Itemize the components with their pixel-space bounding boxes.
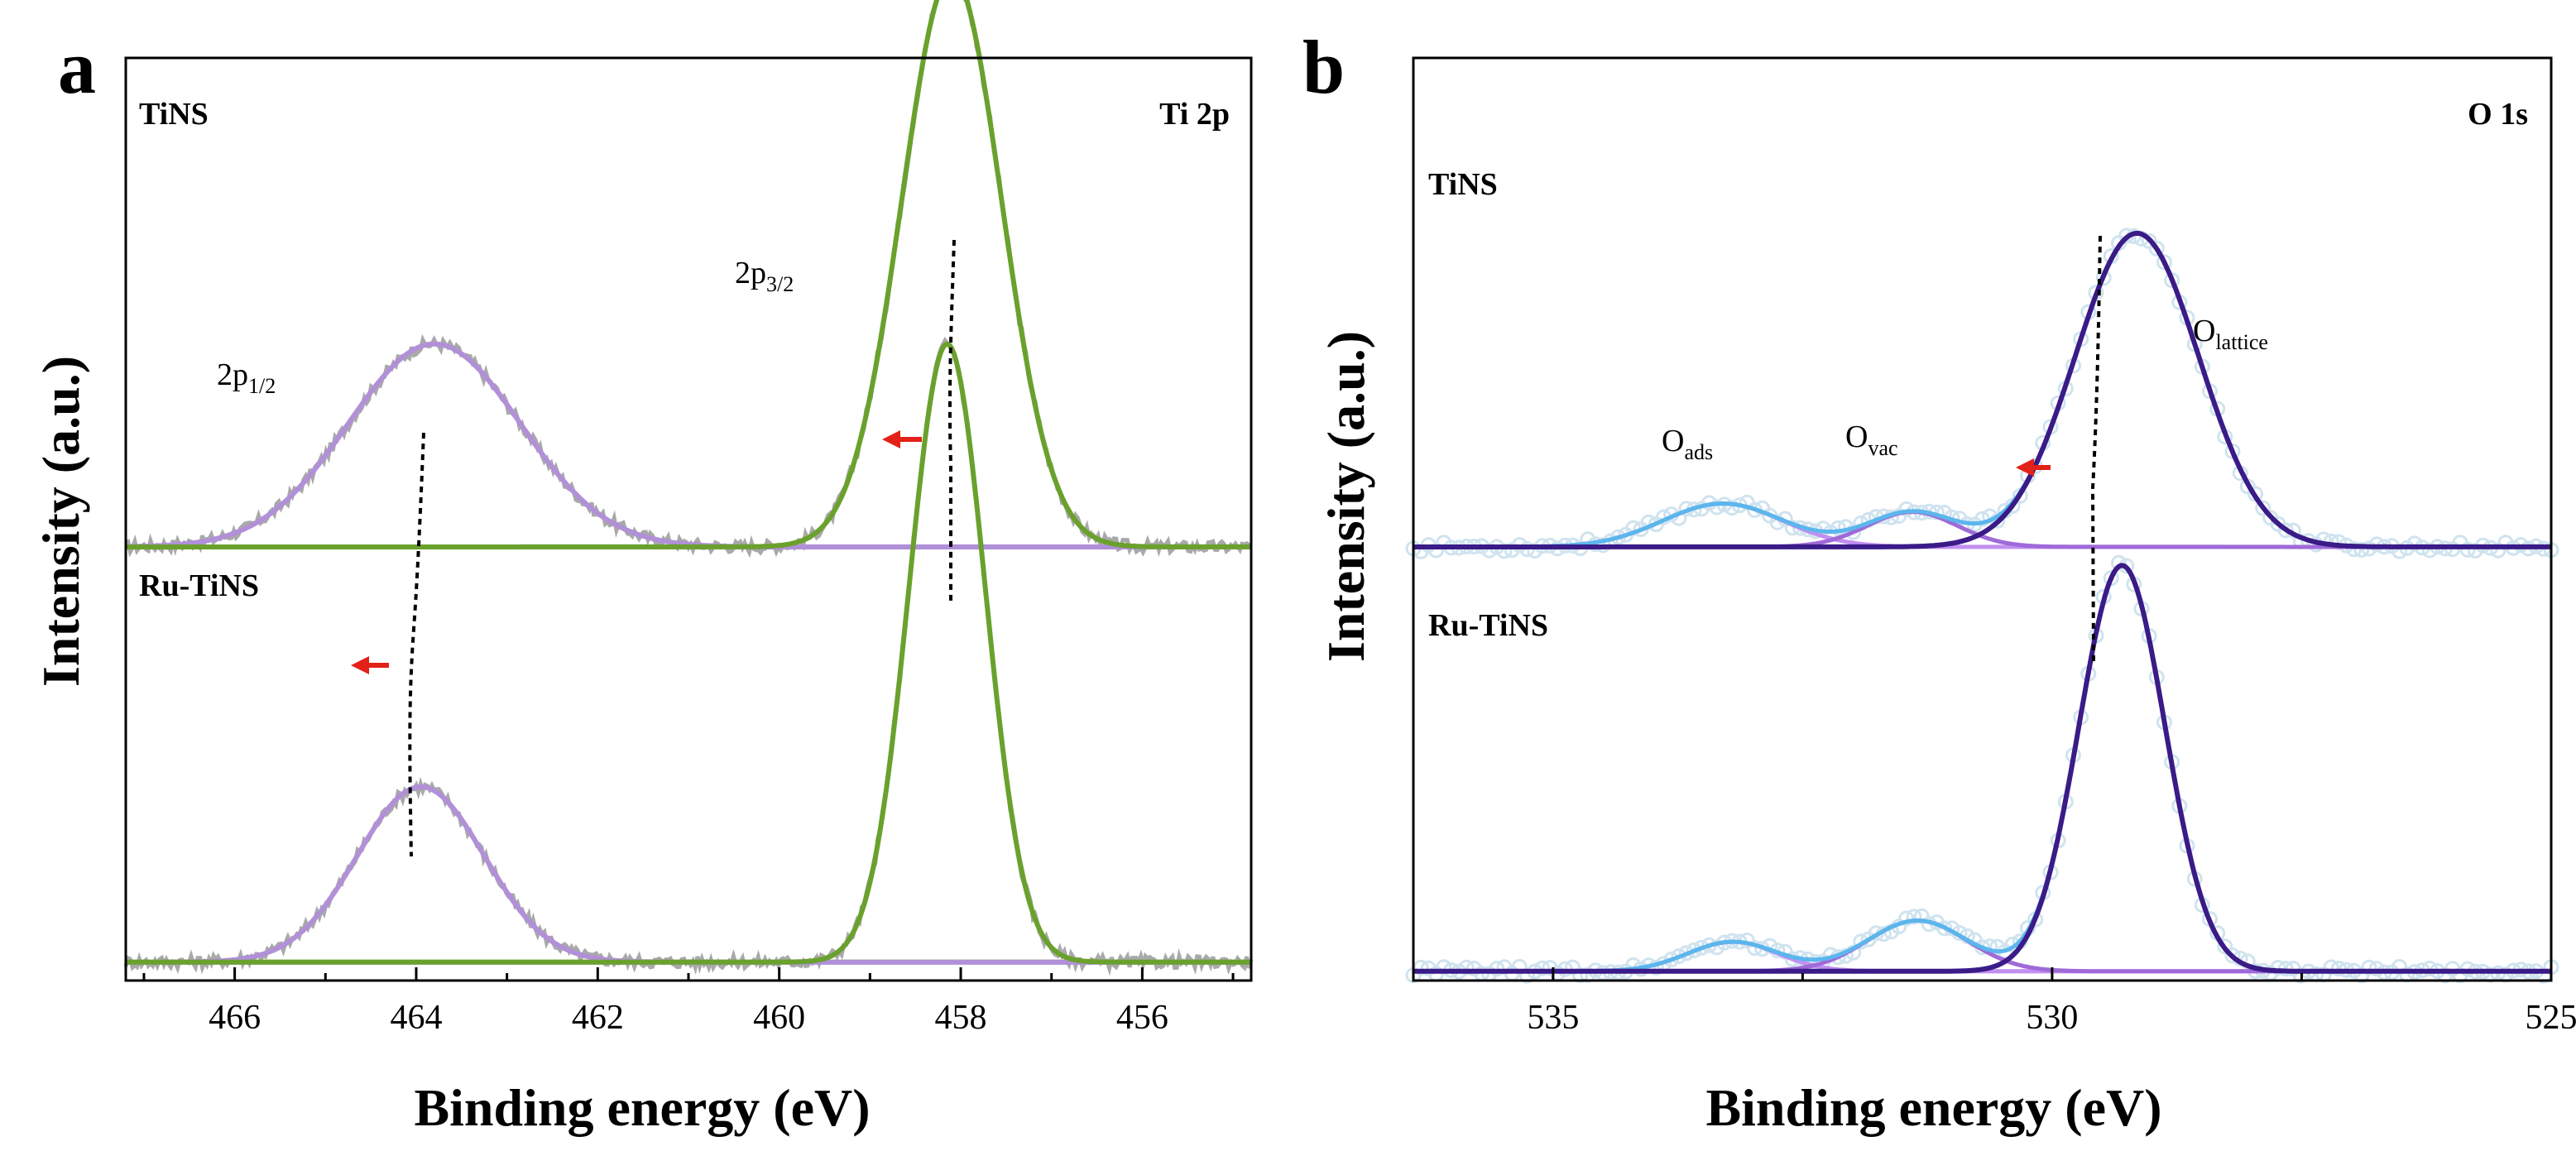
panel-a-xlabel: Binding energy (eV): [414, 1078, 870, 1137]
annotation-o-lattice: Olattice: [2193, 314, 2268, 354]
x-tick-label-525: 525: [2526, 999, 2576, 1037]
x-tick-label-458: 458: [935, 999, 987, 1037]
panel-a-x-ticks: 466 464 462 460 458 456: [144, 967, 1233, 1037]
panel-a-curves: [126, 0, 1251, 968]
panel-a-ylabel: Intensity (a.u.): [31, 356, 90, 687]
panel-a-label: a: [58, 25, 96, 109]
peak-2p1-2-ru-tins: [126, 787, 1251, 962]
x-tick-label-464: 464: [390, 999, 442, 1037]
peak-2p1-2-tins: [126, 344, 1251, 547]
panel-b: b Intensity (a.u.) Binding energy (eV) 5…: [1302, 25, 2576, 1137]
panel-a-arrow-2p12: [351, 656, 389, 674]
x-tick-label-466: 466: [209, 999, 261, 1037]
panel-b-xlabel: Binding energy (eV): [1705, 1078, 2161, 1137]
panel-a: a Intensity (a.u.) Binding energy (eV) 4…: [31, 0, 1251, 1137]
envelope-ru-tins: [1413, 565, 2551, 971]
panel-a-frame: [126, 58, 1251, 981]
annotation-o-vac: Ovac: [1845, 420, 1898, 460]
annotation-o-ads: Oads: [1662, 424, 1713, 464]
panel-b-series-label-tins: TiNS: [1428, 167, 1498, 202]
x-tick-label-462: 462: [572, 999, 624, 1037]
panel-a-title: Ti 2p: [1159, 97, 1230, 132]
x-tick-label-530: 530: [2026, 999, 2078, 1037]
peak-o-lattice-top-ru-tins: [1413, 565, 2551, 971]
envelope-tins: [1413, 233, 2551, 547]
raw-data-tins: [126, 0, 1251, 553]
peak-o-lattice-ru-tins: [1413, 565, 2551, 971]
raw-data-ru-tins: [126, 341, 1251, 968]
panel-b-curves: [1407, 229, 2558, 982]
x-tick-label-456: 456: [1116, 999, 1168, 1037]
panel-b-series-label-ru-tins: Ru-TiNS: [1428, 608, 1548, 643]
peak-o-lattice-top-tins: [1413, 233, 2551, 547]
peak-o-lattice-tins: [1413, 233, 2551, 547]
panel-b-frame: [1413, 58, 2551, 981]
x-tick-label-535: 535: [1527, 999, 1579, 1037]
panel-b-label: b: [1302, 25, 1345, 109]
panel-a-series-label-tins: TiNS: [139, 97, 209, 132]
peak-2p3-2-tins: [126, 0, 1251, 547]
peak-2p3-2-ru-tins: [126, 344, 1251, 962]
panel-b-ylabel: Intensity (a.u.): [1317, 331, 1375, 662]
panel-a-series-label-ru-tins: Ru-TiNS: [139, 568, 259, 603]
panel-b-title: O 1s: [2468, 97, 2528, 132]
x-tick-label-460: 460: [753, 999, 805, 1037]
annotation-2p12: 2p1/2: [217, 357, 276, 398]
panel-a-arrow-2p32: [882, 430, 922, 448]
annotation-2p32: 2p3/2: [735, 256, 794, 296]
